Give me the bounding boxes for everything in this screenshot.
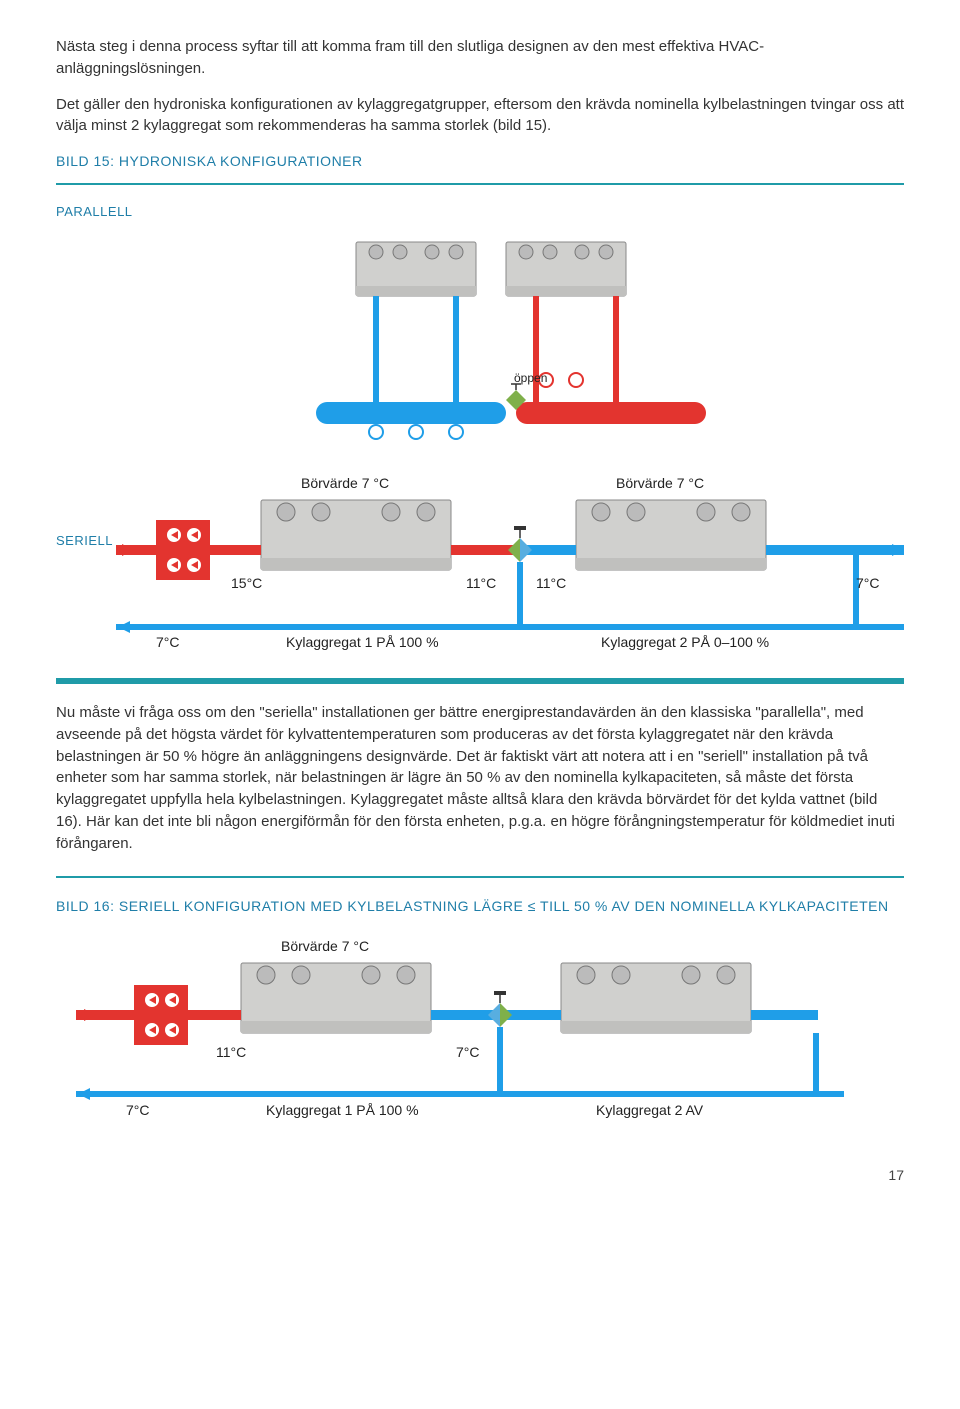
body-paragraph-3: Nu måste vi fråga oss om den "seriella" … — [56, 702, 904, 854]
divider-thick — [56, 678, 904, 684]
chiller1-on-label: Kylaggregat 1 PÅ 100 % — [286, 634, 439, 650]
fig16-t7-mid: 7°C — [456, 1044, 480, 1060]
intro-paragraph-2: Det gäller den hydroniska konfiguratione… — [56, 94, 904, 138]
chiller2-range-label: Kylaggregat 2 PÅ 0–100 % — [601, 634, 769, 650]
intro-paragraph-1: Nästa steg i denna process syftar till a… — [56, 36, 904, 80]
serial-label: SERIELL — [56, 532, 116, 551]
fig16-diagram: Börvärde 7 °C — [56, 929, 904, 1139]
temp-7-return: 7°C — [156, 634, 180, 650]
setpoint-1: Börvärde 7 °C — [301, 475, 389, 491]
fig16-setpoint: Börvärde 7 °C — [281, 938, 369, 954]
fig16-t7-return: 7°C — [126, 1102, 150, 1118]
temp-15: 15°C — [231, 575, 262, 591]
temp-11b: 11°C — [536, 575, 566, 591]
parallel-label: PARALLELL — [56, 203, 904, 222]
open-valve-label: öppen — [514, 371, 547, 385]
divider — [56, 183, 904, 185]
figure-15-title: BILD 15: HYDRONISKA KONFIGURATIONER — [56, 151, 904, 171]
serial-diagram: Börvärde 7 °C Börvärde 7 °C — [116, 472, 904, 672]
setpoint-2: Börvärde 7 °C — [616, 475, 704, 491]
parallel-diagram: öppen — [56, 232, 904, 452]
page: Nästa steg i denna process syftar till a… — [0, 0, 960, 1205]
divider — [56, 876, 904, 878]
temp-11a: 11°C — [466, 575, 496, 591]
fig16-chiller2: Kylaggregat 2 AV — [596, 1102, 704, 1118]
temp-7-out: 7°C — [856, 575, 880, 591]
fig16-t11: 11°C — [216, 1044, 246, 1060]
figure-16-title: BILD 16: SERIELL KONFIGURATION MED KYLBE… — [56, 896, 904, 916]
page-number: 17 — [56, 1165, 904, 1185]
fig16-chiller1: Kylaggregat 1 PÅ 100 % — [266, 1102, 419, 1118]
